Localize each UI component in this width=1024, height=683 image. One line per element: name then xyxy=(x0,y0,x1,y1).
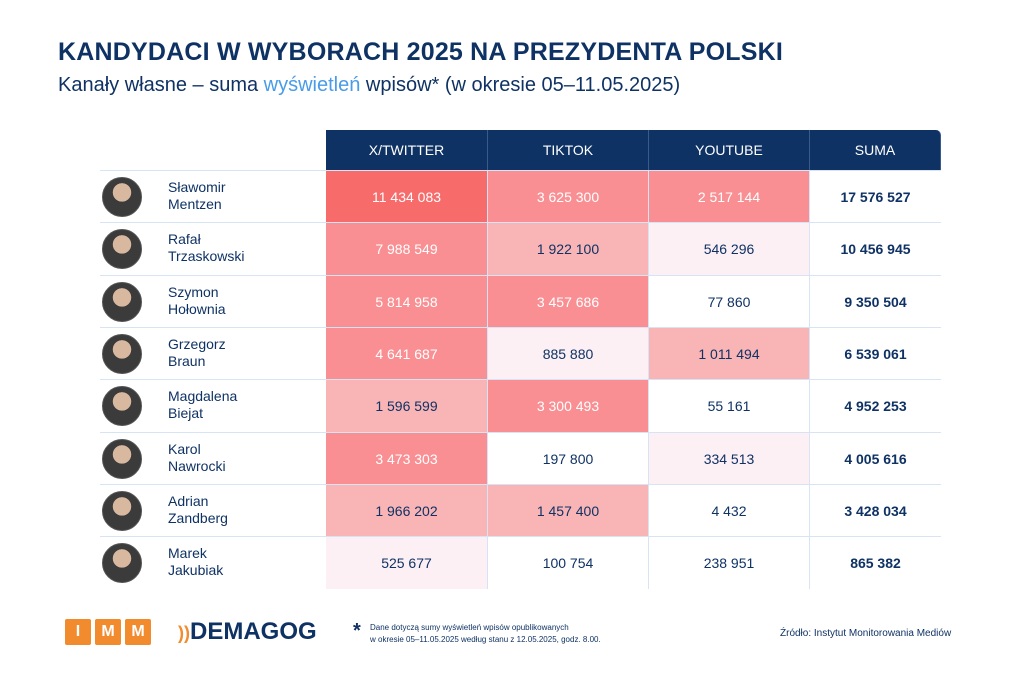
name-line: Grzegorz xyxy=(168,335,226,352)
name-line: Braun xyxy=(168,352,206,369)
value-cell: 3 473 303 xyxy=(326,432,488,485)
name-line: Trzaskowski xyxy=(168,248,245,265)
value-cell: 7 988 549 xyxy=(326,223,488,276)
sum-cell: 4 005 616 xyxy=(844,450,907,467)
source-text: Źródło: Instytut Monitorowania Mediów xyxy=(780,628,952,639)
footnote-line: w okresie 05–11.05.2025 według stanu z 1… xyxy=(370,635,601,644)
column-header: YOUTUBE xyxy=(649,130,810,170)
value-cell: 4 432 xyxy=(649,484,810,537)
value-cell: 1 457 400 xyxy=(488,484,649,537)
candidate-photo xyxy=(102,177,142,217)
table-row: Sławomir Mentzen 11 434 083 3 625 300 2 517 … xyxy=(100,170,941,223)
table-row: Adrian Zandberg 1 966 202 1 457 400 4 432 3 4… xyxy=(100,483,941,537)
table-row: Marek Jakubiak 525 677 100 754 238 951 865 38… xyxy=(100,536,941,590)
table-row: Grzegorz Braun 4 641 687 885 880 1 011 494 6 … xyxy=(100,326,941,380)
name-line: Szymon xyxy=(168,283,219,300)
value-cell: 546 296 xyxy=(649,223,810,276)
demagog-text: DEMAGOG xyxy=(190,618,317,645)
candidate-photo xyxy=(102,386,142,427)
candidate-photo xyxy=(102,543,142,584)
candidate-name: Karol Nawrocki xyxy=(168,441,226,475)
candidate-name: Magdalena Biejat xyxy=(168,388,237,422)
value-cell: 1 596 599 xyxy=(326,380,488,433)
column-header: X/TWITTER xyxy=(326,130,488,170)
page-title: KANDYDACI W WYBORACH 2025 NA PREZYDENTA … xyxy=(58,38,783,66)
name-line: Rafał xyxy=(168,231,201,248)
name-line: Biejat xyxy=(168,405,204,422)
candidate-name: Marek Jakubiak xyxy=(168,545,223,579)
sum-cell: 3 428 034 xyxy=(844,502,907,519)
name-line: Sławomir xyxy=(168,179,226,195)
candidate-photo xyxy=(102,438,142,479)
subtitle-text: Kanały własne – suma xyxy=(58,74,264,96)
candidate-name: Rafał Trzaskowski xyxy=(168,231,245,265)
candidate-photo xyxy=(102,333,142,374)
sum-cell: 865 382 xyxy=(850,555,901,572)
sum-cell: 9 350 504 xyxy=(844,293,907,310)
value-cell: 885 880 xyxy=(488,327,649,380)
value-cell: 197 800 xyxy=(488,432,649,485)
table-row: Magdalena Biejat 1 596 599 3 300 493 55 161 4… xyxy=(100,379,941,433)
value-cell: 3 625 300 xyxy=(488,171,649,223)
name-line: Jakubiak xyxy=(168,562,224,579)
value-cell: 5 814 958 xyxy=(326,275,488,328)
table-row: Karol Nawrocki 3 473 303 197 800 334 513 4 00… xyxy=(100,431,941,485)
table-row: Szymon Hołownia 5 814 958 3 457 686 77 860 9 … xyxy=(100,274,941,328)
column-header: SUMA xyxy=(810,130,941,170)
signal-icon: )) xyxy=(178,623,190,643)
value-cell: 4 641 687 xyxy=(326,327,488,380)
footnote: Dane dotyczą sumy wyświetleń wpisów opub… xyxy=(370,622,601,646)
value-cell: 3 300 493 xyxy=(488,380,649,433)
sum-cell: 6 539 061 xyxy=(844,345,907,362)
note-asterisk: * xyxy=(353,620,361,642)
name-line: Zandberg xyxy=(168,509,228,526)
value-cell: 3 457 686 xyxy=(488,275,649,328)
name-line: Nawrocki xyxy=(168,457,226,474)
subtitle-text-end: wpisów* (w okresie 05–11.05.2025) xyxy=(360,74,681,96)
value-cell: 100 754 xyxy=(488,537,649,590)
subtitle-highlight: wyświetleń xyxy=(263,74,361,96)
imm-letter: M xyxy=(125,619,151,645)
name-line: Mentzen xyxy=(168,196,222,212)
candidate-photo xyxy=(102,229,142,270)
candidate-name: Grzegorz Braun xyxy=(168,336,226,370)
name-line: Hołownia xyxy=(168,300,226,317)
demagog-logo: ))DEMAGOG xyxy=(178,618,317,646)
sum-cell: 17 576 527 xyxy=(840,189,911,205)
candidate-photo xyxy=(102,490,142,531)
candidate-name: Szymon Hołownia xyxy=(168,284,226,318)
name-line: Karol xyxy=(168,440,201,457)
imm-letter: I xyxy=(65,619,91,645)
value-cell: 525 677 xyxy=(326,537,488,590)
imm-logo: I M M xyxy=(65,619,151,645)
name-line: Adrian xyxy=(168,492,209,509)
value-cell: 334 513 xyxy=(649,432,810,485)
footnote-line: Dane dotyczą sumy wyświetleń wpisów opub… xyxy=(370,623,569,632)
value-cell: 11 434 083 xyxy=(326,171,488,223)
value-cell: 1 922 100 xyxy=(488,223,649,276)
candidate-photo xyxy=(102,281,142,322)
imm-letter: M xyxy=(95,619,121,645)
candidate-name: Sławomir Mentzen xyxy=(168,179,226,213)
value-cell: 238 951 xyxy=(649,537,810,590)
column-header: TIKTOK xyxy=(488,130,649,170)
value-cell: 77 860 xyxy=(649,275,810,328)
value-cell: 2 517 144 xyxy=(649,171,810,223)
sum-cell: 4 952 253 xyxy=(844,398,907,415)
name-line: Marek xyxy=(168,545,207,562)
table-row: Rafał Trzaskowski 7 988 549 1 922 100 546 29… xyxy=(100,222,941,276)
name-line: Magdalena xyxy=(168,388,238,405)
value-cell: 1 011 494 xyxy=(649,327,810,380)
value-cell: 1 966 202 xyxy=(326,484,488,537)
value-cell: 55 161 xyxy=(649,380,810,433)
sum-cell: 10 456 945 xyxy=(840,241,911,258)
candidate-name: Adrian Zandberg xyxy=(168,493,228,527)
page-subtitle: Kanały własne – suma wyświetleń wpisów* … xyxy=(58,74,680,97)
